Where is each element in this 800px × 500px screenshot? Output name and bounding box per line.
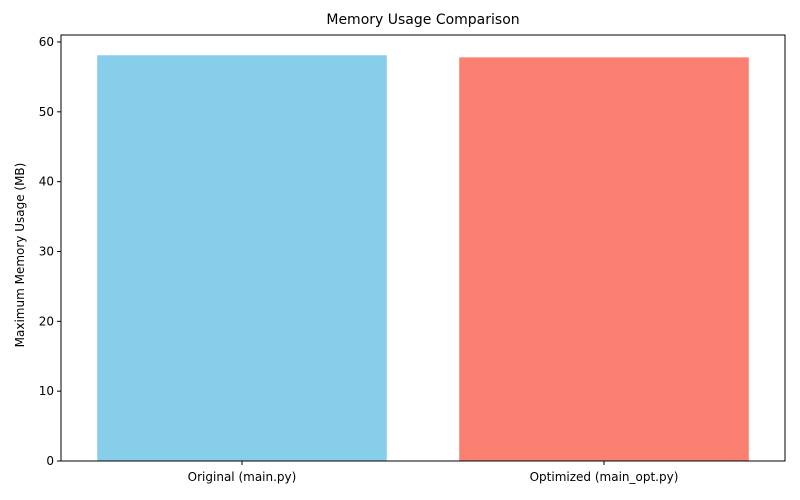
plot-frame [60,34,786,462]
y-tick-label: 40 [39,175,54,189]
y-tick-label: 0 [46,454,54,468]
y-tick-label: 30 [39,244,54,258]
bars-layer [97,55,749,462]
y-tick-label: 20 [39,314,54,328]
y-axis-label: Maximum Memory Usage (MB) [13,163,27,348]
bar-1 [97,55,387,461]
x-tick-label: Optimized (main_opt.py) [530,470,679,484]
chart-title: Memory Usage Comparison [326,12,519,28]
axes-layer: 0 10 20 30 40 50 60 Original (main.py) Optimized… [39,34,786,484]
y-tick-label: 10 [39,384,54,398]
y-tick-label: 60 [39,35,54,49]
x-tick-label: Original (main.py) [188,470,297,484]
y-tick-label: 50 [39,105,54,119]
bar-2 [459,57,749,462]
